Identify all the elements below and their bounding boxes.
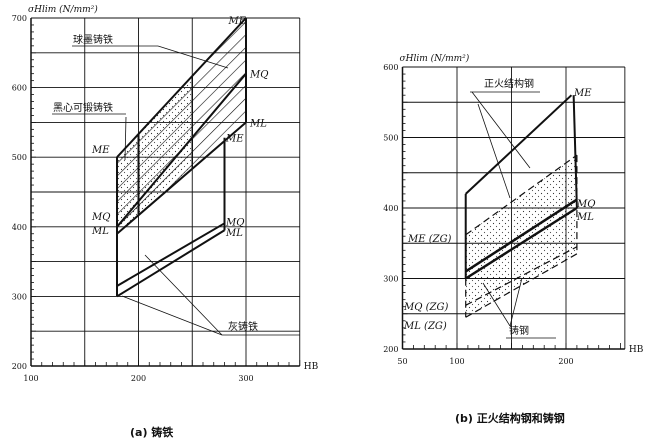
- cast-me-line: [465, 154, 578, 236]
- caption-a: (a) 铸铁: [130, 426, 174, 439]
- chart-a-x-axis-label: HB: [304, 362, 319, 372]
- chart-b-x-tick-label: 100: [449, 357, 464, 366]
- chart-a-x-tick-label: 200: [131, 374, 146, 383]
- label-grey-iron: 灰铸铁: [228, 320, 258, 333]
- label-me-zg: ME (ZG): [407, 234, 452, 245]
- label-malleable-iron: 黑心可锻铸铁: [53, 101, 113, 114]
- chart-a-y-tick-label: 200: [12, 362, 27, 371]
- chart-b-x-tick-label: 50: [397, 357, 407, 366]
- nodular-leader: [157, 45, 229, 69]
- chart-b-x-tick-label: 200: [558, 357, 573, 366]
- chart-b-y-axis-label: σHlim (N/mm²): [400, 53, 470, 64]
- chart-a-y-tick-label: 600: [12, 84, 27, 93]
- chart-a-y-tick-label: 700: [12, 14, 27, 23]
- label-ml-zg: ML (ZG): [403, 321, 447, 332]
- steel-mq-line: [465, 198, 578, 273]
- label-ml-malleable: ML: [91, 226, 109, 237]
- malleable-leader: [124, 116, 127, 161]
- chart-a-x-tick-label: 300: [238, 374, 253, 383]
- chart-b-y-tick-label: 200: [383, 345, 398, 354]
- normalized-leader: [477, 103, 511, 199]
- label-ml-steel: ML: [576, 212, 594, 223]
- chart-b-x-axis-label: HB: [629, 345, 644, 355]
- label-me-nodular: ME: [228, 16, 247, 27]
- label-mq-zg: MQ (ZG): [403, 302, 448, 313]
- steel-me-line: [465, 94, 573, 195]
- normalized-leader: [471, 91, 531, 169]
- chart-a-y-tick-label: 400: [12, 223, 27, 232]
- chart-a-y-tick-label: 500: [12, 153, 27, 162]
- label-ml-grey: ML: [225, 228, 243, 239]
- caption-b: (b) 正火结构钢和铸钢: [455, 412, 565, 425]
- label-cast-steel: 铸钢: [509, 324, 529, 337]
- label-me-grey: ME: [225, 134, 244, 145]
- label-mq-nodular: MQ: [249, 70, 268, 81]
- label-mq-grey: MQ: [225, 217, 244, 228]
- steel-right-edge: [572, 95, 578, 209]
- chart-b-y-tick-label: 600: [383, 63, 398, 72]
- chart-b-y-tick-label: 500: [383, 134, 398, 143]
- grey-ml-line: [116, 229, 226, 298]
- label-nodular-iron: 球墨铸铁: [73, 33, 113, 46]
- label-mq-steel: MQ: [576, 199, 595, 210]
- cast-leader: [509, 277, 523, 327]
- chart-b-y-tick-label: 300: [383, 275, 398, 284]
- chart-a-y-axis-label: σHlim (N/mm²): [28, 4, 98, 15]
- cast-leader: [482, 282, 511, 327]
- grey-leader: [121, 295, 223, 336]
- cast-mq-line: [465, 246, 578, 306]
- label-normalized-steel: 正火结构钢: [484, 77, 534, 90]
- grey-mq-line: [116, 222, 226, 287]
- chart-a-x-tick-label: 100: [23, 374, 38, 383]
- label-mq-malleable: MQ: [91, 212, 110, 223]
- chart-a-y-tick-label: 300: [12, 292, 27, 301]
- label-me-steel: ME: [573, 88, 592, 99]
- label-me-malleable: ME: [91, 145, 110, 156]
- grey-leader: [144, 254, 223, 336]
- label-ml-nodular: ML: [249, 118, 267, 129]
- steel-ml-line: [465, 206, 578, 280]
- chart-b-y-tick-label: 400: [383, 204, 398, 213]
